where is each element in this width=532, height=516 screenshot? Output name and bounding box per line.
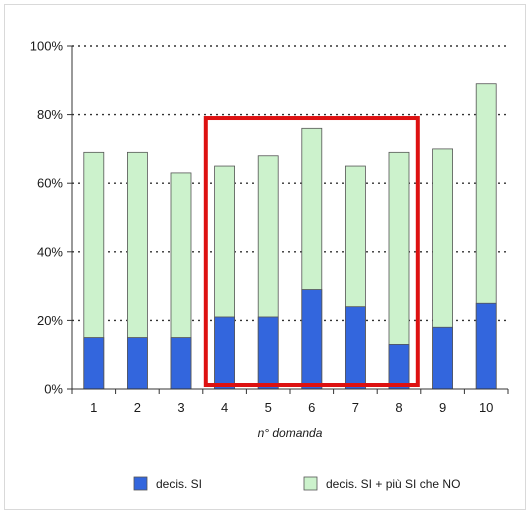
x-tick-label: 6: [308, 400, 315, 415]
bar-decisive-yes: [388, 344, 410, 390]
x-tick-label: 9: [439, 400, 446, 415]
y-tick-label: 0%: [44, 382, 63, 397]
x-tick-label: 8: [395, 400, 402, 415]
x-tick-label: 4: [221, 400, 228, 415]
bar-decisive-yes: [83, 337, 105, 390]
legend-swatch: [133, 476, 148, 491]
y-tick-label: 20%: [37, 313, 63, 328]
y-tick-label: 80%: [37, 107, 63, 122]
y-tick-label: 60%: [37, 176, 63, 191]
x-tick-label: 7: [352, 400, 359, 415]
legend-label: decis. SI: [156, 477, 202, 491]
y-tick-labels: 0% 20% 40% 60% 80% 100%: [30, 39, 64, 397]
x-tick-label: 2: [134, 400, 141, 415]
bar-decisive-yes: [344, 306, 366, 390]
y-tick-label: 40%: [37, 244, 63, 259]
bar-decisive-yes: [301, 289, 323, 390]
bars: [83, 83, 497, 390]
bar-decisive-yes: [432, 326, 454, 390]
highlight-box: [203, 116, 420, 387]
x-tick-label: 1: [90, 400, 97, 415]
legend: decis. SI decis. SI + più SI che NO: [133, 476, 460, 491]
legend-swatch: [303, 476, 318, 491]
y-tick-label: 100%: [30, 39, 64, 54]
bar-decisive-yes: [257, 316, 279, 390]
x-axis-label: n° domanda: [258, 426, 323, 440]
bar-decisive-yes: [475, 302, 497, 390]
bar-decisive-yes: [170, 337, 192, 390]
x-tick-label: 5: [265, 400, 272, 415]
bar-decisive-yes: [214, 316, 236, 390]
x-tick-label: 10: [479, 400, 493, 415]
x-tick-labels: 1 2 3 4 5 6 7 8 9 10: [71, 389, 509, 415]
x-tick-label: 3: [177, 400, 184, 415]
bar-decisive-yes: [127, 337, 148, 390]
legend-label: decis. SI + più SI che NO: [326, 477, 460, 491]
